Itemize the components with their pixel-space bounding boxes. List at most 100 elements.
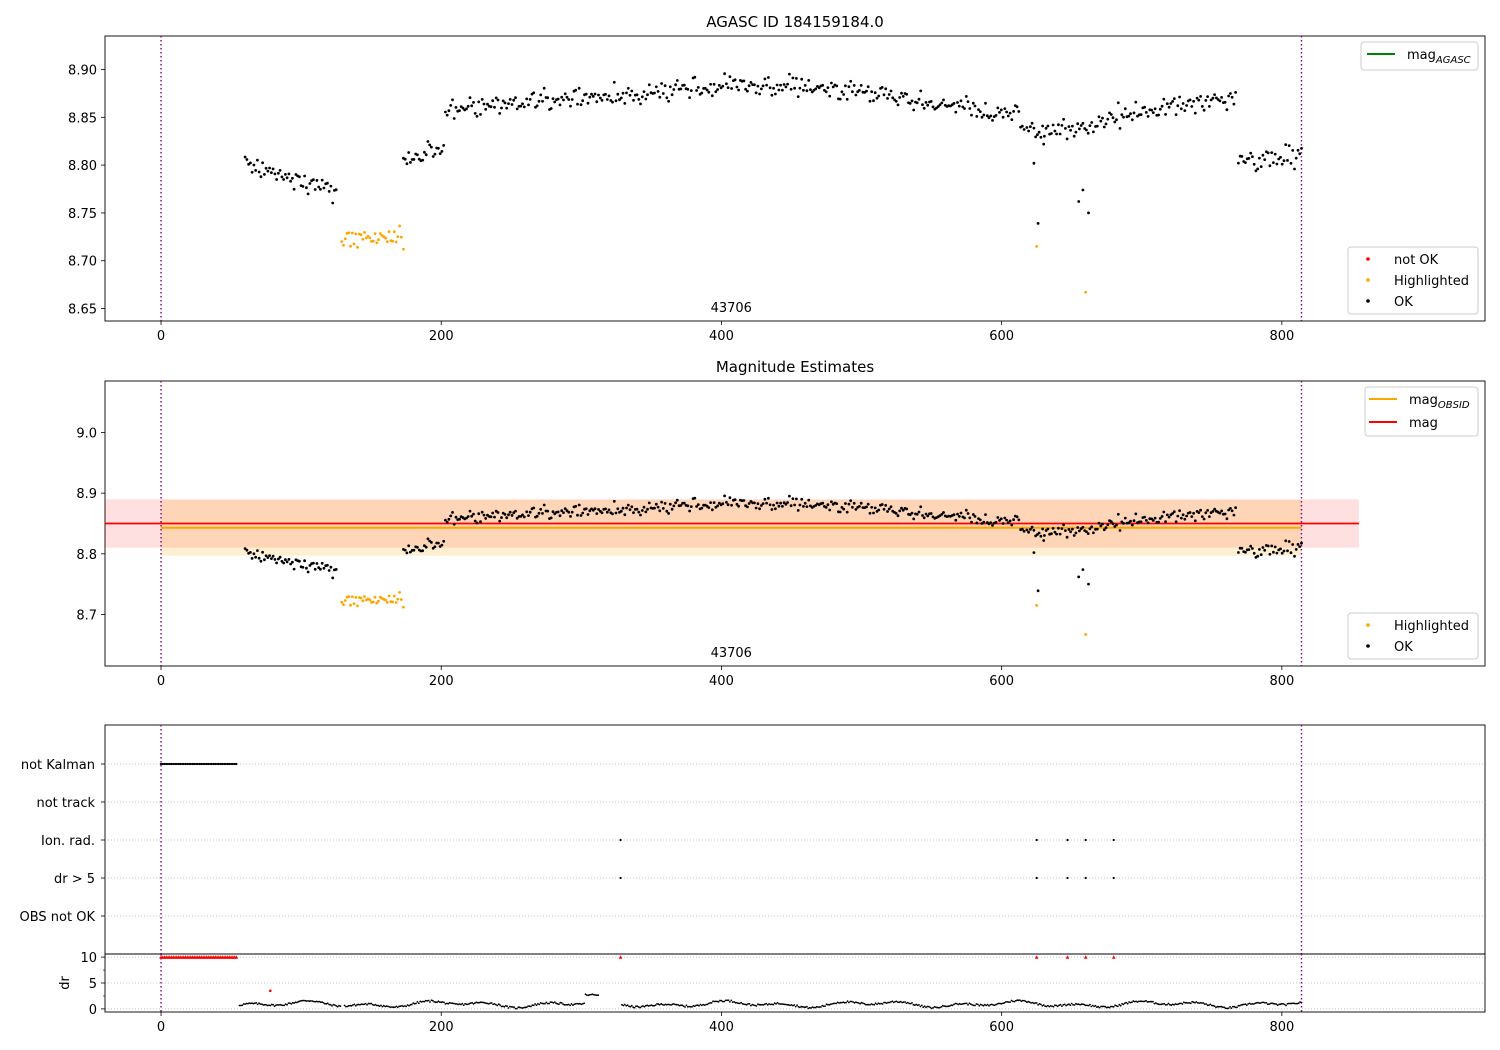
ok-point [597, 93, 600, 97]
ok-point [1115, 523, 1118, 527]
dr-point [1100, 1005, 1102, 1008]
ok-point [329, 565, 333, 569]
dr-point [597, 994, 600, 997]
dr-point [895, 1000, 898, 1003]
ok-point [319, 187, 322, 191]
dr-point [642, 1005, 644, 1007]
dr-point [276, 1004, 279, 1006]
dr-point [855, 1001, 857, 1004]
dr-point [650, 1004, 653, 1006]
highlighted-point [371, 239, 375, 243]
ok-point [277, 557, 280, 561]
dr-point [1167, 1002, 1170, 1005]
ok-point [791, 76, 795, 80]
ok-point [835, 84, 839, 88]
dr-point [982, 1004, 985, 1007]
dr-point [1122, 1003, 1125, 1006]
ok-point [1072, 134, 1076, 138]
ok-point [1053, 129, 1057, 133]
dr-point [318, 1000, 321, 1003]
ok-point [726, 86, 730, 89]
ok-point [1300, 541, 1303, 545]
dr-point [672, 1003, 675, 1005]
dr-point [789, 1004, 791, 1007]
ok-point [560, 95, 564, 99]
dr-point [562, 1003, 564, 1006]
ok-point [1150, 108, 1153, 112]
ok-point [1193, 519, 1197, 523]
ok-point [588, 95, 592, 99]
dr-point [859, 1002, 861, 1005]
legend-label: magAGASC [1407, 48, 1471, 66]
dr-point [743, 1003, 745, 1005]
ok-point [1185, 104, 1188, 107]
ok-point [1074, 130, 1078, 134]
ok-point [824, 506, 828, 509]
ok-point [1123, 516, 1127, 520]
ok-point [851, 505, 854, 509]
ok-point [623, 102, 627, 105]
dr-point [381, 1005, 384, 1008]
dr-point [1258, 1002, 1261, 1004]
ok-point [616, 92, 620, 96]
dr-point [305, 1000, 308, 1002]
ok-point [900, 91, 903, 95]
ok-point [1176, 104, 1180, 108]
dr-point [430, 999, 433, 1002]
ok-point [1300, 147, 1303, 150]
ok-point [1088, 124, 1092, 127]
dr-point [297, 1000, 300, 1003]
ok-point [1181, 102, 1185, 105]
ok-point [978, 110, 982, 113]
dr-point [686, 1005, 689, 1008]
dr-point [623, 1003, 626, 1006]
ok-point [682, 83, 686, 87]
ok-point [611, 100, 614, 104]
ok-point [584, 92, 588, 96]
dr-point [817, 1006, 819, 1008]
ok-point [672, 504, 676, 508]
dr-point [270, 1003, 273, 1006]
dr-point [333, 1004, 336, 1006]
ok-point [809, 504, 812, 508]
ok-point [1188, 511, 1192, 514]
ok-point [774, 507, 777, 511]
dr-point [983, 1003, 986, 1006]
ok-point [1240, 546, 1244, 550]
ok-point [1071, 527, 1074, 531]
ok-point [1039, 534, 1043, 538]
dr-point [364, 1002, 367, 1005]
dr-point [1168, 1003, 1171, 1006]
ok-point [628, 508, 632, 511]
dr-point [727, 999, 730, 1002]
ok-point [1240, 155, 1244, 158]
ok-point [1200, 515, 1204, 518]
ok-point [887, 93, 891, 96]
dr-point [416, 1001, 419, 1003]
dr-point [706, 1003, 709, 1006]
dr-point [740, 1001, 742, 1004]
ok-point [1263, 158, 1267, 162]
flag-point [195, 762, 198, 766]
panel4-ylabel: dr [58, 976, 73, 990]
dr-point [471, 1001, 473, 1004]
ok-point [1065, 137, 1069, 141]
dr-point [1282, 1003, 1285, 1005]
panel2-title: Magnitude Estimates [716, 358, 874, 376]
ok-point [579, 514, 583, 517]
dr-point [420, 1001, 423, 1003]
dr-point [785, 1003, 787, 1006]
ok-point [1109, 113, 1113, 116]
ok-point [1280, 162, 1284, 166]
ok-point [542, 503, 546, 507]
ok-point [852, 501, 856, 505]
ok-point [873, 506, 877, 510]
ok-point [693, 496, 697, 500]
ok-point [982, 113, 986, 117]
dr-point [1098, 1006, 1101, 1009]
dr-point [992, 1004, 995, 1006]
ok-point [1287, 540, 1291, 543]
ok-point [658, 509, 662, 513]
dr-point [1124, 1002, 1126, 1004]
dr-point [829, 1003, 832, 1006]
